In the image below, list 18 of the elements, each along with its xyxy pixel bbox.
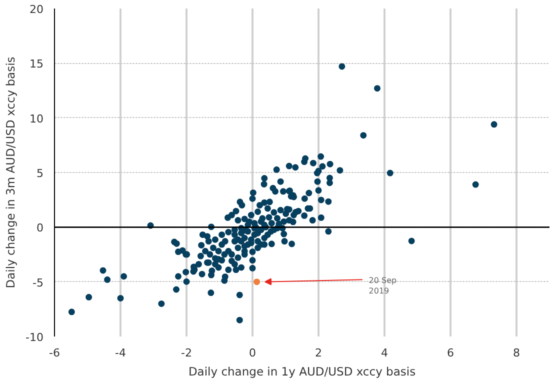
annotation: 20 Sep 2019 (368, 276, 397, 296)
x-tick-label: -6 (49, 346, 60, 360)
x-tick-label: -4 (115, 346, 126, 360)
y-tick-label: -5 (32, 276, 44, 290)
x-tick-label: 6 (447, 346, 454, 360)
x-tick-label: 0 (249, 346, 256, 360)
y-tick-label: 15 (30, 58, 44, 71)
y-axis-title: Daily change in 3m AUD/USD xccy basis (4, 56, 18, 288)
x-tick-label: 4 (381, 346, 388, 360)
x-axis-title: Daily change in 1y AUD/USD xccy basis (188, 364, 416, 378)
y-tick-label: -10 (26, 331, 44, 344)
x-tick-label: 2 (315, 346, 322, 360)
y-tick-label: 10 (30, 112, 44, 126)
x-tick-label: -2 (181, 346, 192, 360)
x-tick-label: 8 (513, 346, 520, 360)
y-tick-label: 5 (36, 167, 44, 180)
y-tick-label: 0 (36, 222, 44, 235)
y-tick-label: 20 (30, 3, 44, 16)
